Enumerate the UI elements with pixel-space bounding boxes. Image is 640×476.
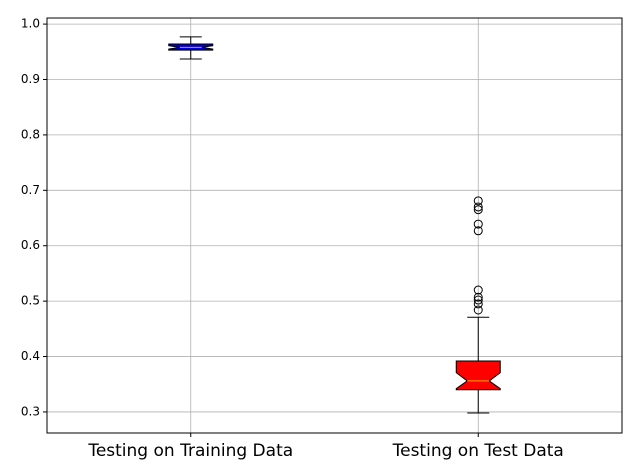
outlier — [473, 299, 483, 309]
outlier — [473, 285, 483, 295]
y-tick-label: 0.3 — [21, 404, 40, 418]
outlier — [473, 202, 483, 212]
y-tick-label: 0.9 — [21, 72, 40, 86]
outlier — [473, 196, 483, 206]
outlier — [473, 295, 483, 305]
y-tick-label: 0.8 — [21, 127, 40, 141]
outlier — [473, 205, 483, 215]
y-tick-label: 1.0 — [21, 17, 40, 31]
outlier — [473, 226, 483, 236]
y-tick-label: 0.6 — [21, 238, 40, 252]
outlier — [473, 219, 483, 229]
outlier — [473, 305, 483, 315]
outlier — [473, 292, 483, 302]
x-tick-label: Testing on Test Data — [392, 441, 564, 461]
x-tick-label: Testing on Training Data — [87, 441, 293, 461]
y-tick-label: 0.4 — [21, 349, 40, 363]
y-tick-label: 0.7 — [21, 183, 40, 197]
y-tick-label: 0.5 — [21, 294, 40, 308]
box — [455, 360, 501, 391]
plot-frame — [46, 17, 623, 434]
